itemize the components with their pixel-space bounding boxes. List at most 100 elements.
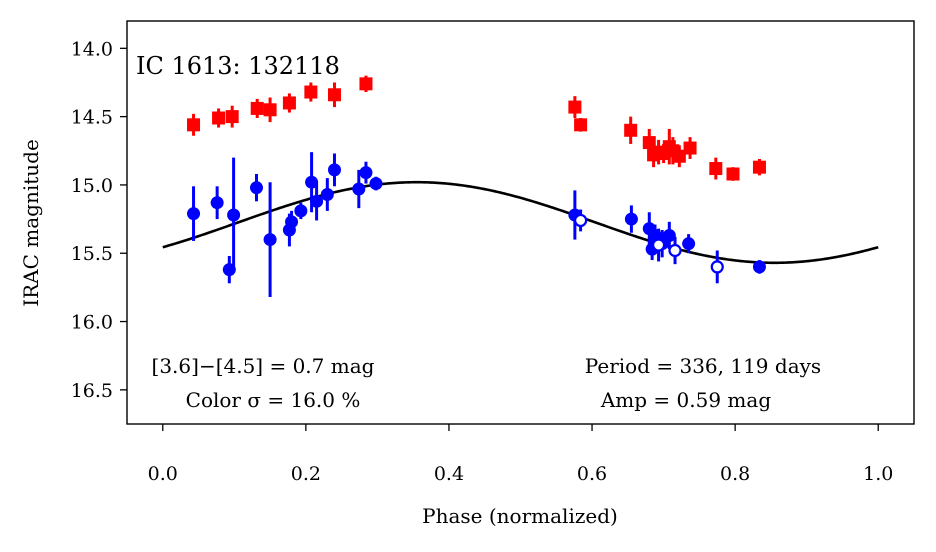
circle-marker	[662, 228, 676, 242]
data-point	[359, 75, 373, 93]
circle-marker	[249, 181, 263, 195]
circle-marker	[682, 237, 696, 251]
open-circle-marker	[710, 260, 724, 274]
y-tick-label: 15.5	[71, 243, 113, 265]
data-point	[573, 209, 588, 232]
data-point	[726, 167, 740, 181]
data-point	[210, 186, 224, 220]
color-annotation: [3.6]−[4.5] = 0.7 mag	[152, 354, 375, 378]
square-marker	[263, 103, 277, 117]
circle-marker	[352, 182, 366, 196]
square-marker	[282, 96, 296, 110]
data-point	[282, 93, 296, 113]
color-sigma-annotation: Color σ = 16.0 %	[186, 388, 361, 412]
square-marker	[574, 118, 588, 132]
square-marker	[624, 123, 638, 137]
data-point	[250, 98, 264, 118]
square-marker	[672, 149, 686, 163]
data-point	[752, 158, 766, 176]
square-marker	[304, 85, 318, 99]
square-marker	[568, 100, 582, 114]
data-point	[668, 236, 682, 265]
square-marker	[187, 118, 201, 132]
data-point	[369, 176, 383, 191]
circle-marker	[752, 260, 766, 274]
x-tick-label: 0.2	[291, 463, 321, 485]
data-point	[624, 205, 638, 233]
y-tick-label: 16.0	[71, 312, 113, 334]
plot-frame	[126, 20, 915, 425]
data-point	[683, 137, 697, 159]
x-tick-label: 1.0	[863, 463, 893, 485]
data-point	[709, 157, 723, 180]
data-point	[327, 82, 341, 108]
data-point	[672, 145, 686, 168]
data-point	[304, 82, 318, 102]
data-point	[651, 228, 666, 262]
square-marker	[683, 141, 697, 155]
data-point	[568, 96, 582, 118]
x-tick-label: 0.4	[434, 463, 464, 485]
y-tick-label: 16.5	[71, 380, 113, 402]
open-circle-marker	[651, 238, 666, 252]
open-circle-marker	[668, 243, 682, 258]
circle-marker	[369, 177, 383, 191]
circle-marker	[227, 208, 241, 222]
circle-marker	[359, 166, 373, 180]
y-tick-label: 14.5	[71, 107, 113, 129]
data-point	[263, 97, 277, 123]
amplitude-annotation: Amp = 0.59 mag	[600, 388, 771, 412]
circle-marker	[305, 175, 319, 189]
square-marker	[225, 110, 239, 124]
x-tick-label: 0.6	[577, 463, 607, 485]
x-tick-label: 0.8	[720, 463, 750, 485]
data-point	[662, 221, 676, 250]
data-point	[352, 169, 366, 209]
data-point	[249, 174, 263, 202]
data-point	[187, 186, 201, 241]
data-point	[574, 117, 588, 132]
circle-marker	[624, 212, 638, 226]
x-axis-title: Phase (normalized)	[422, 504, 618, 528]
circle-marker	[320, 187, 334, 201]
y-axis-title: IRAC magnitude	[19, 139, 43, 307]
chart-title: IC 1613: 132118	[136, 52, 340, 80]
data-point	[310, 182, 324, 221]
data-point	[752, 260, 766, 274]
square-marker	[726, 167, 740, 181]
data-point	[227, 157, 241, 273]
y-tick-label: 15.0	[71, 175, 113, 197]
circle-marker	[263, 233, 277, 247]
circle-marker	[187, 207, 201, 221]
data-point	[187, 113, 201, 136]
data-point	[294, 202, 308, 220]
data-point	[212, 108, 226, 128]
data-point	[225, 105, 239, 128]
data-point	[710, 250, 724, 284]
y-tick-label: 14.0	[71, 38, 113, 60]
circle-marker	[310, 194, 324, 208]
data-point	[263, 182, 277, 297]
square-marker	[250, 101, 264, 115]
period-annotation: Period = 336, 119 days	[585, 354, 821, 378]
data-point	[320, 178, 334, 211]
data-point	[624, 116, 638, 144]
data-point	[327, 153, 341, 187]
square-marker	[752, 160, 766, 174]
circle-marker	[285, 215, 299, 229]
square-marker	[359, 77, 373, 91]
x-tick-label: 0.0	[148, 463, 178, 485]
square-marker	[327, 88, 341, 102]
data-point	[359, 161, 373, 184]
data-point	[285, 210, 299, 233]
square-marker	[709, 162, 723, 176]
circle-marker	[210, 196, 224, 210]
data-point	[682, 234, 696, 254]
circle-marker	[294, 204, 308, 218]
data-points	[187, 75, 766, 297]
square-marker	[212, 111, 226, 125]
circle-marker	[327, 163, 341, 177]
axis-ticks: 0.0 0.2 0.4 0.6 0.8 1.0 14.0 14.5 15.0 15.5 16.0 16…	[71, 38, 894, 485]
